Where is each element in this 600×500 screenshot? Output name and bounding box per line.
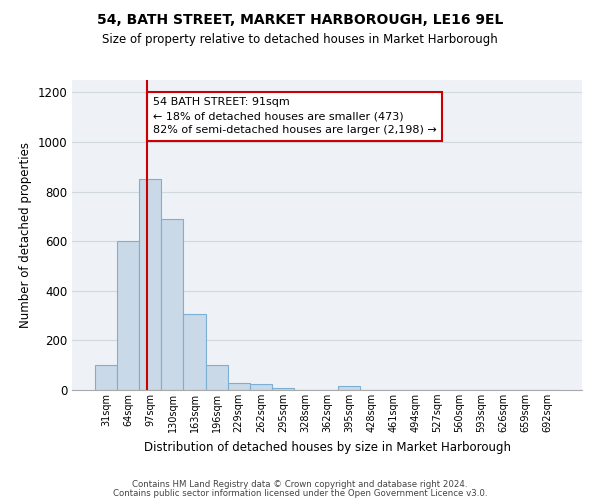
Bar bbox=[338, 386, 360, 390]
Text: Size of property relative to detached houses in Market Harborough: Size of property relative to detached ho… bbox=[102, 32, 498, 46]
Text: Contains HM Land Registry data © Crown copyright and database right 2024.: Contains HM Land Registry data © Crown c… bbox=[132, 480, 468, 489]
Bar bbox=[161, 219, 184, 390]
Bar bbox=[139, 179, 161, 390]
Text: 54, BATH STREET, MARKET HARBOROUGH, LE16 9EL: 54, BATH STREET, MARKET HARBOROUGH, LE16… bbox=[97, 12, 503, 26]
Bar bbox=[250, 384, 272, 390]
X-axis label: Distribution of detached houses by size in Market Harborough: Distribution of detached houses by size … bbox=[143, 440, 511, 454]
Text: Contains public sector information licensed under the Open Government Licence v3: Contains public sector information licen… bbox=[113, 490, 487, 498]
Bar bbox=[117, 241, 139, 390]
Bar bbox=[272, 388, 294, 390]
Bar bbox=[95, 365, 117, 390]
Text: 54 BATH STREET: 91sqm
← 18% of detached houses are smaller (473)
82% of semi-det: 54 BATH STREET: 91sqm ← 18% of detached … bbox=[152, 98, 436, 136]
Y-axis label: Number of detached properties: Number of detached properties bbox=[19, 142, 32, 328]
Bar bbox=[227, 382, 250, 390]
Bar bbox=[184, 314, 206, 390]
Bar bbox=[206, 365, 227, 390]
